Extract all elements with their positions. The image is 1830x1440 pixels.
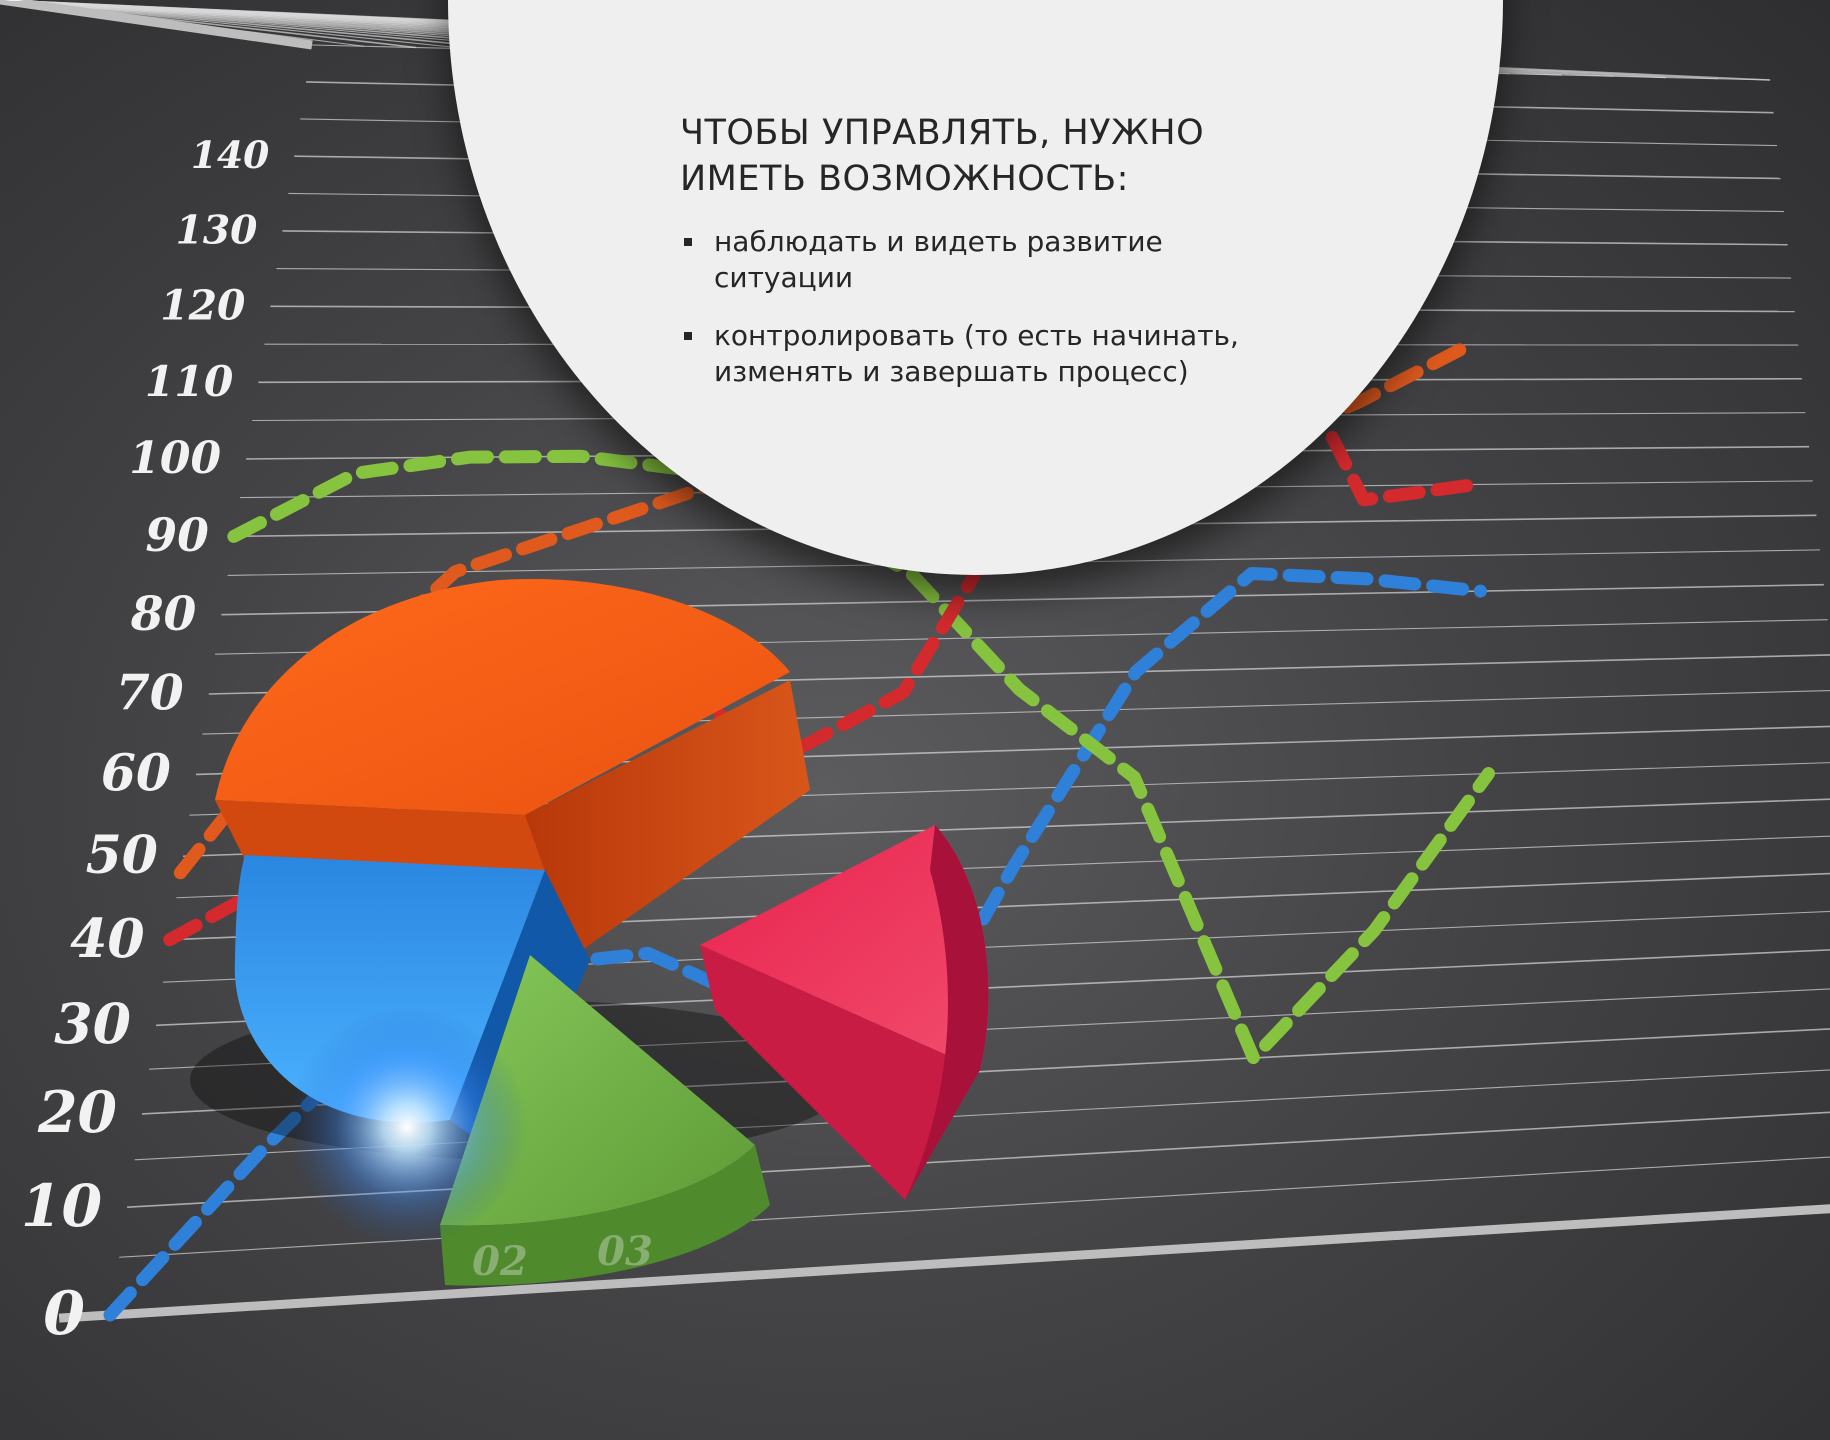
bullet-text: наблюдать и видеть развитие ситуации: [714, 224, 1163, 296]
bullet-text-line: изменять и завершать процесс): [714, 355, 1189, 388]
y-tick-label: 120: [160, 281, 245, 329]
card-title-line-2: ИМЕТЬ ВОЗМОЖНОСТЬ:: [680, 159, 1129, 199]
y-tick-label: 20: [37, 1080, 117, 1146]
y-axis-line: [0, 0, 313, 50]
pie-slice-side: [700, 945, 980, 1200]
pie-base-label: 02: [472, 1238, 528, 1285]
chart-axes: [0, 0, 1830, 1323]
pie-slice-3: [700, 825, 989, 1070]
y-tick-label: 90: [145, 508, 209, 562]
y-tick-label: 0: [43, 1279, 85, 1349]
x-axis-tick-labels: 120102030405060708091011: [0, 0, 45, 16]
x-tick-label: 07: [0, 0, 38, 13]
y-axis-tick-labels: 0 10 20 30 40 50 60 70 80 90 100 110 120 130 140: [21, 133, 269, 1349]
pie-slice-side: [905, 825, 989, 1200]
y-tick-label: 80: [130, 587, 197, 642]
x-tick-label: 08: [0, 0, 37, 13]
bullet-text-line: наблюдать и видеть развитие: [714, 225, 1163, 258]
y-tick-label: 30: [54, 992, 131, 1057]
bullet-item: наблюдать и видеть развитие ситуации: [680, 224, 1320, 296]
x-tick-label: 06: [0, 0, 39, 14]
x-tick-label: 02: [0, 0, 43, 15]
y-tick-label: 140: [191, 133, 269, 177]
x-tick-label: 01: [0, 0, 44, 15]
y-tick-label: 50: [86, 825, 158, 886]
bullet-text: контролировать (то есть начинать, изменя…: [714, 318, 1239, 390]
pie-slice-side: [525, 680, 810, 955]
y-tick-label: 10: [21, 1171, 102, 1240]
lens-flare: [287, 1007, 527, 1247]
x-tick-label: 03: [0, 0, 42, 15]
bullet-square-icon: [684, 332, 692, 340]
bullet-text-line: ситуации: [714, 261, 854, 294]
pie-base-label: 03: [597, 1228, 653, 1275]
card-title-line-1: ЧТОБЫ УПРАВЛЯТЬ, НУЖНО: [680, 113, 1205, 153]
y-tick-label: 60: [101, 744, 171, 803]
pie-slice-0: [215, 578, 790, 815]
pie-slice-side: [440, 1145, 770, 1286]
x-tick-label: 10: [0, 0, 35, 13]
x-tick-label: 05: [0, 0, 40, 14]
card-title: ЧТОБЫ УПРАВЛЯТЬ, НУЖНО ИМЕТЬ ВОЗМОЖНОСТЬ…: [680, 110, 1320, 202]
y-tick-label: 40: [70, 907, 145, 970]
y-tick-label: 100: [129, 433, 221, 484]
x-tick-label: 11: [0, 0, 35, 12]
x-axis-line: [58, 1204, 1830, 1323]
y-tick-label: 130: [176, 207, 258, 253]
bullet-item: контролировать (то есть начинать, изменя…: [680, 318, 1320, 390]
x-tick-label: 09: [0, 0, 36, 13]
bullet-square-icon: [684, 238, 692, 246]
bullet-text-line: контролировать (то есть начинать,: [714, 319, 1239, 352]
x-tick-label: 04: [0, 0, 41, 14]
y-tick-label: 110: [145, 356, 234, 406]
info-card: ЧТОБЫ УПРАВЛЯТЬ, НУЖНО ИМЕТЬ ВОЗМОЖНОСТЬ…: [680, 110, 1320, 412]
y-tick-label: 70: [116, 664, 184, 722]
x-tick-label: 12: [0, 0, 45, 16]
